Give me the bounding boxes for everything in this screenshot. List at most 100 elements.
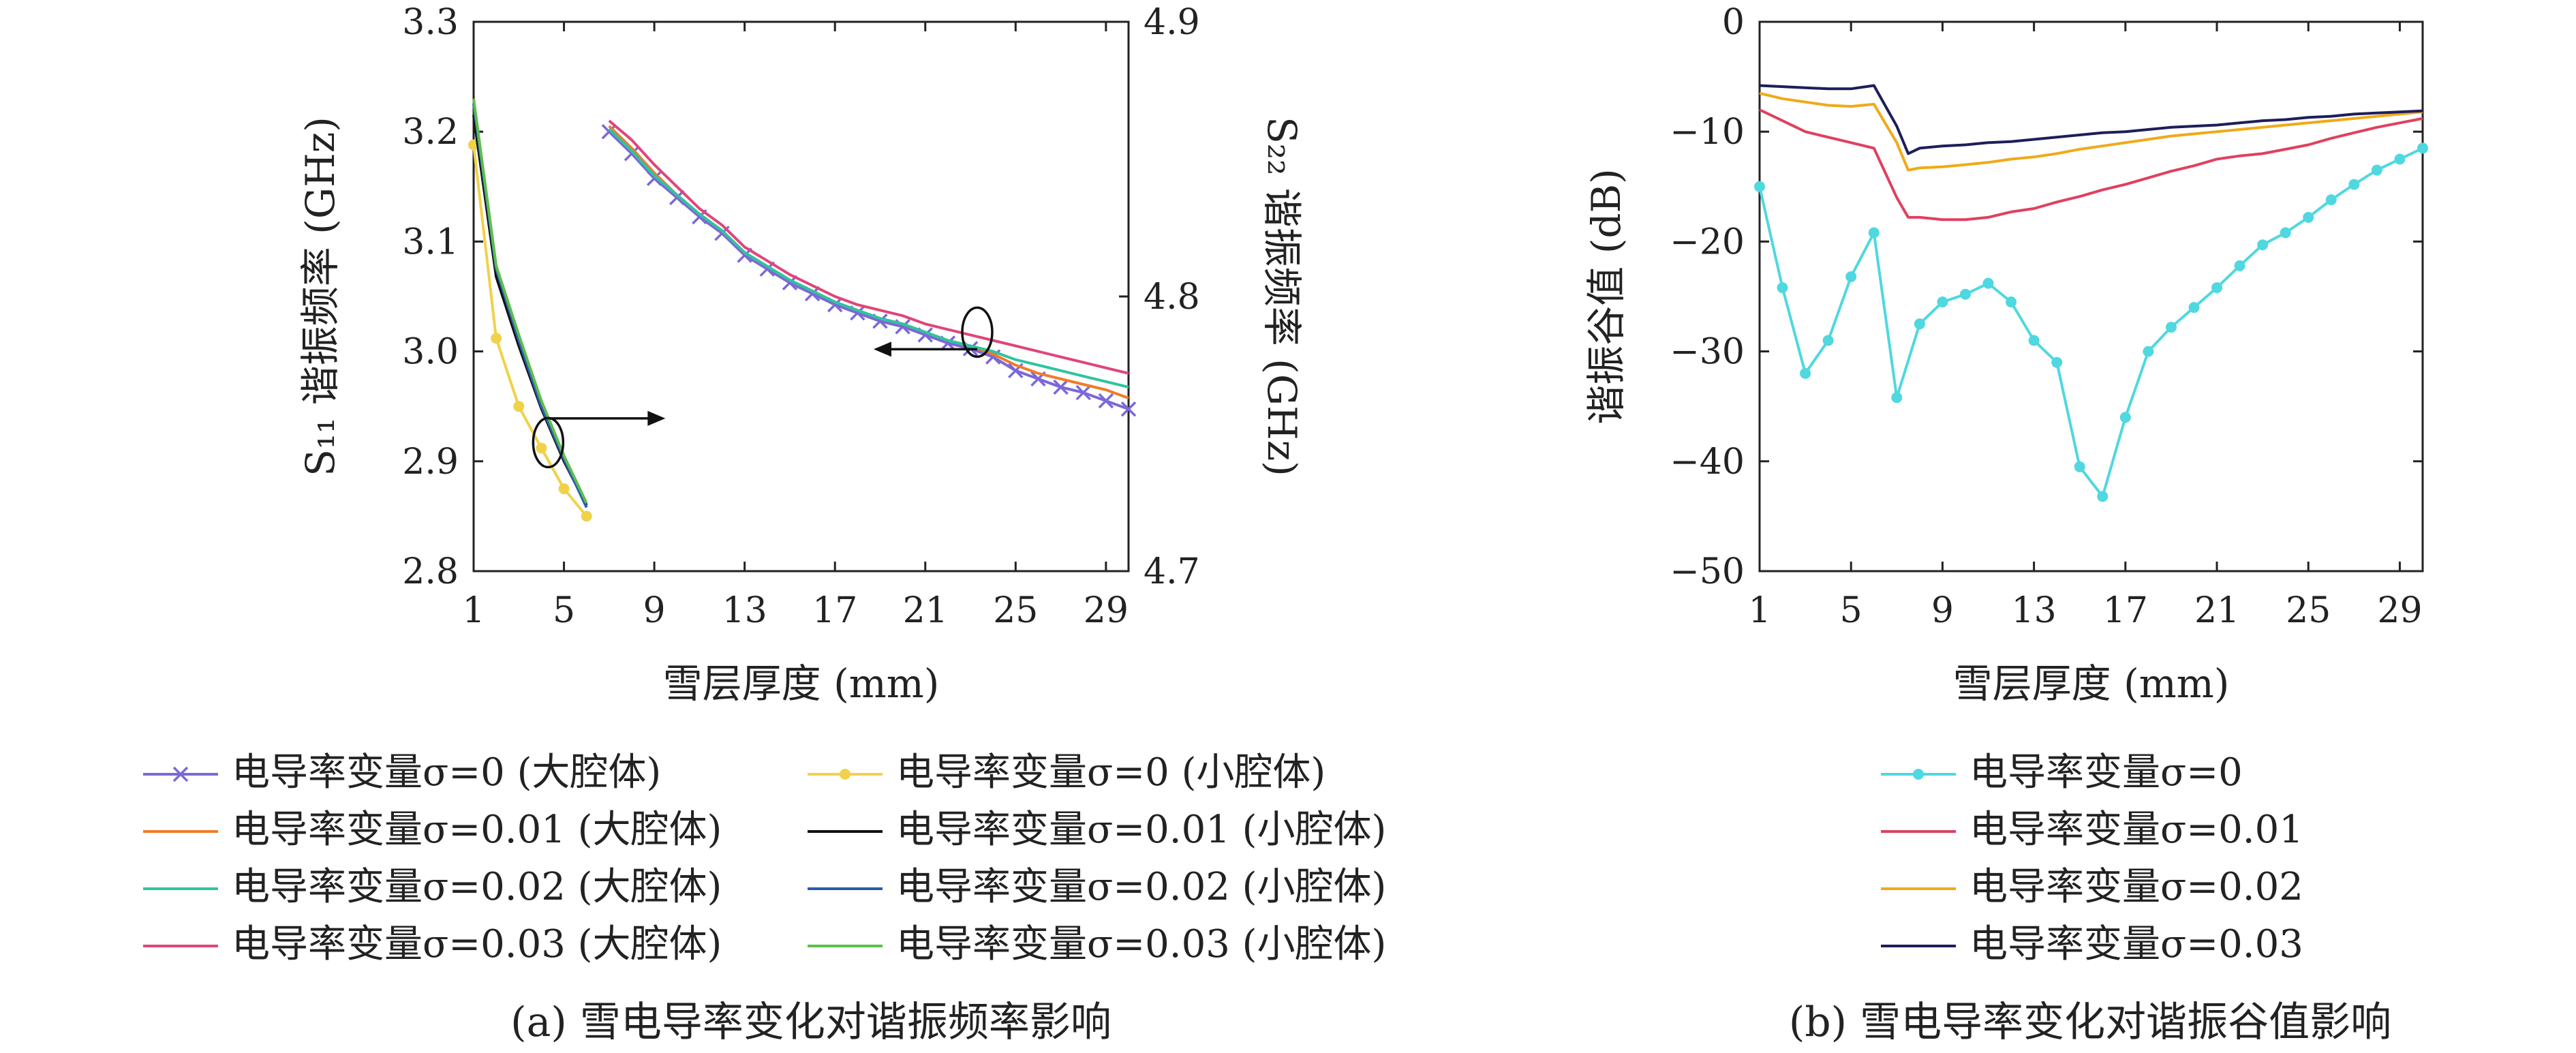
data-point	[581, 510, 592, 522]
legend-entry: 电导率变量σ=0.03 (小腔体)	[808, 922, 1386, 966]
legend-entry: 电导率变量σ=0.02 (小腔体)	[808, 865, 1386, 909]
legend-entry: 电导率变量σ=0 (小腔体)	[808, 750, 1325, 795]
x-axis-label: 雪层厚度 (mm)	[1953, 660, 2230, 707]
y-tick-label: −10	[1670, 112, 1745, 153]
x-tick-label: 25	[993, 590, 1038, 631]
y-tick-label: 2.8	[402, 551, 459, 592]
legend-label: 电导率变量σ=0 (大腔体)	[232, 750, 661, 795]
plot-frame	[1758, 20, 2424, 573]
legend-entry: 电导率变量σ=0 (大腔体)	[143, 750, 661, 795]
y-axis-label: S₁₁ 谐振频率 (GHz)	[297, 117, 343, 476]
y-tick-label: 3.0	[402, 332, 459, 373]
legend-entry: 电导率变量σ=0.02 (大腔体)	[143, 865, 722, 909]
legend-label: 电导率变量σ=0.03	[1969, 922, 2303, 966]
data-point	[1075, 384, 1091, 401]
data-point	[2188, 302, 2200, 314]
legend-entry: 电导率变量σ=0.01 (大腔体)	[143, 808, 722, 852]
data-point	[2417, 142, 2428, 154]
y-tick-label: −50	[1670, 551, 1745, 592]
marker-stroke	[646, 170, 662, 186]
data-point	[1098, 393, 1114, 409]
data-point	[2006, 296, 2017, 308]
data-point	[2143, 346, 2154, 357]
legend-marker	[1913, 769, 1924, 780]
marker-stroke	[895, 319, 910, 335]
legend-label: 电导率变量σ=0.01 (大腔体)	[232, 808, 722, 852]
y-tick-label: 3.1	[402, 222, 459, 262]
caption-b: (b) 雪电导率变化对谐振谷值影响	[1789, 998, 2391, 1046]
data-point	[2394, 153, 2406, 165]
y2-tick-label: 4.8	[1144, 277, 1200, 318]
x-tick-label: 9	[643, 590, 666, 631]
legend-label: 电导率变量σ=0.02 (大腔体)	[232, 865, 722, 909]
data-point	[1845, 271, 1857, 282]
series-line	[1759, 108, 2423, 222]
y2-tick-label: 4.9	[1144, 2, 1200, 43]
data-point	[2257, 239, 2269, 251]
y2-axis-label: S₂₂ 谐振频率 (GHz)	[1259, 117, 1305, 476]
y-tick-label: −30	[1670, 332, 1745, 373]
caption-a: (a) 雪电导率变化对谐振频率影响	[510, 998, 1111, 1046]
legend-entry: 电导率变量σ=0	[1881, 750, 2243, 795]
legend-entry: 电导率变量σ=0.03 (大腔体)	[143, 922, 722, 966]
y-axis-label: 谐振谷值 (dB)	[1583, 168, 1629, 424]
data-point	[1982, 277, 1994, 289]
panel-b: 1 5 9 13 17 21 25 29 0 −10 −20 −30 −40 −50 雪层厚度 (mm) 谐振…	[1583, 2, 2428, 1046]
arrowhead-right	[647, 410, 666, 426]
data-point	[2097, 491, 2109, 502]
x-tick-label: 1	[1748, 590, 1770, 631]
y-tick-label: 0	[1722, 2, 1745, 43]
plot-frame	[472, 20, 1130, 573]
data-point	[2165, 322, 2177, 333]
x-tick-label: 5	[1840, 590, 1862, 631]
y2-tick-label: 4.7	[1144, 551, 1200, 592]
data-point	[1868, 227, 1880, 239]
data-point	[1777, 282, 1788, 294]
x-tick-label: 17	[812, 590, 857, 631]
data-point	[646, 170, 662, 186]
legend-entry: 电导率变量σ=0.02	[1881, 865, 2303, 909]
legend-entry: 电导率变量σ=0.03	[1881, 922, 2303, 966]
data-point	[491, 333, 502, 344]
y-tick-label: 2.9	[402, 442, 459, 483]
panel-a: 1 5 9 13 17 21 25 29 2.8 2.9 3.0 3.1 3.2 3.3 4.7 4.8 4.9…	[143, 2, 1386, 1046]
y-tick-label: −20	[1670, 222, 1745, 262]
annotation-ellipse-right	[961, 306, 994, 358]
legend-label: 电导率变量σ=0.03 (大腔体)	[232, 922, 722, 966]
x-tick-label: 29	[2377, 590, 2422, 631]
data-point	[1120, 401, 1137, 417]
series-line	[608, 125, 1129, 399]
x-tick-label: 29	[1084, 590, 1129, 631]
legend-entry: 电导率变量σ=0.01	[1881, 808, 2303, 852]
data-point	[2074, 461, 2085, 472]
marker-stroke	[601, 123, 617, 140]
data-point	[2051, 356, 2063, 368]
series-line	[472, 144, 588, 517]
legend-label: 电导率变量σ=0.03 (小腔体)	[896, 922, 1386, 966]
x-axis-label: 雪层厚度 (mm)	[663, 660, 940, 707]
legend-label: 电导率变量σ=0.01	[1969, 808, 2303, 852]
x-tick-label: 13	[2012, 590, 2057, 631]
data-point	[2303, 211, 2314, 223]
marker-stroke	[917, 327, 933, 343]
data-point	[2371, 164, 2382, 176]
x-tick-label: 13	[722, 590, 767, 631]
legend-entry: 电导率变量σ=0.01 (小腔体)	[808, 808, 1386, 852]
data-point	[1937, 296, 1948, 308]
series-line	[608, 119, 1129, 375]
marker-stroke	[940, 335, 956, 351]
series-line	[472, 98, 588, 504]
data-point	[2280, 227, 2291, 239]
series-line	[608, 127, 1129, 388]
series-line	[1758, 147, 2423, 498]
series-line	[472, 104, 588, 508]
marker-stroke	[1053, 379, 1069, 395]
x-tick-label: 9	[1931, 590, 1954, 631]
marker-stroke	[1075, 384, 1091, 401]
legend-label: 电导率变量σ=0 (小腔体)	[896, 750, 1325, 795]
marker-stroke	[624, 146, 640, 162]
data-point	[1914, 318, 1925, 330]
x-tick-label: 17	[2103, 590, 2148, 631]
y-tick-label: 3.2	[402, 112, 459, 153]
